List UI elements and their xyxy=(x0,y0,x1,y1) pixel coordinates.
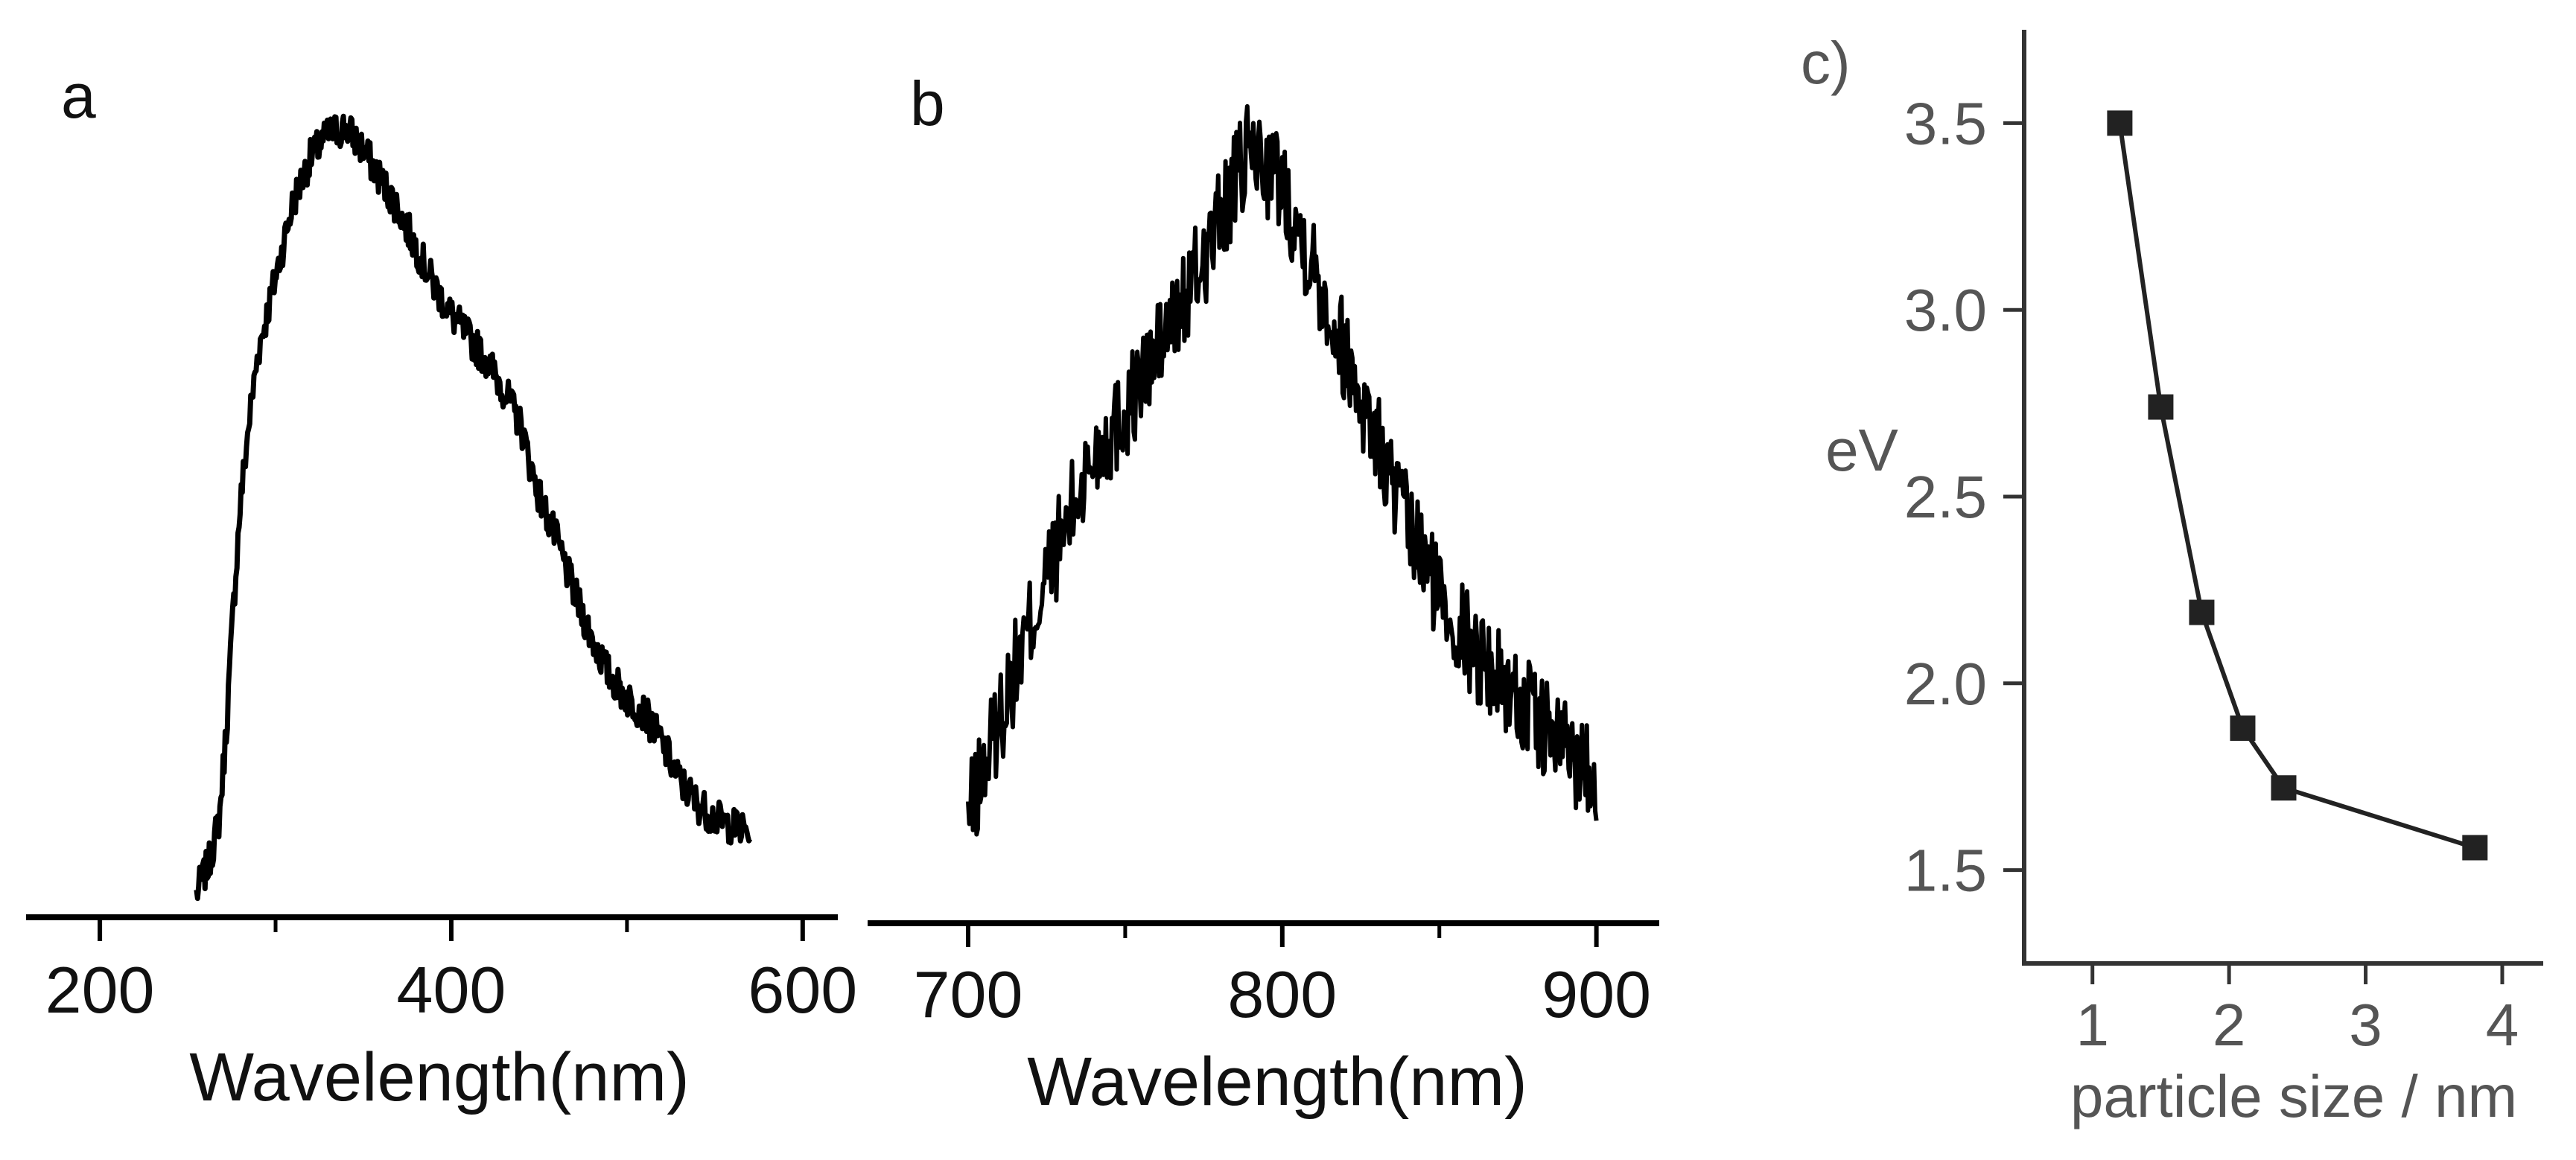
panel-c-series-line xyxy=(2117,122,2476,850)
panel-a-label: a xyxy=(61,61,96,131)
panel-c-x-tick-label-2: 2 xyxy=(2213,992,2246,1058)
panel-b-x-tick-label-800: 800 xyxy=(1227,957,1337,1031)
panel-c-y-axis-title: eV xyxy=(1825,417,1898,483)
panel-c-data-point-0 xyxy=(2107,110,2133,136)
panel-c-x-tick-label-1: 1 xyxy=(2076,992,2109,1058)
panel-b-x-axis-title: Wavelength(nm) xyxy=(1027,1044,1527,1120)
panel-a-spectrum-line xyxy=(194,113,753,902)
panel-a-x-tick-label-200: 200 xyxy=(45,953,155,1027)
panel-a-x-tick-label-400: 400 xyxy=(397,953,506,1027)
panel-c-data-point-2 xyxy=(2189,599,2215,625)
panel-c-data-point-4 xyxy=(2271,775,2297,801)
panel-a-x-axis-title: Wavelength(nm) xyxy=(189,1039,690,1115)
panel-c-x-tick-label-3: 3 xyxy=(2349,992,2382,1058)
panel-c-y-tick-label-2.0: 2.0 xyxy=(1904,651,1987,717)
panel-b-x-tick-label-900: 900 xyxy=(1542,957,1651,1031)
panel-b: b 700 800 900 Wavelength(nm) xyxy=(868,68,1659,1120)
panel-b-spectrum-line xyxy=(966,103,1599,837)
panel-c: c) 1.5 2.0 2.5 3.0 3.5 1 2 3 4 eV partic… xyxy=(1801,30,2543,1129)
panel-c-y-tick-label-3.0: 3.0 xyxy=(1904,277,1987,343)
panel-b-x-tick-label-700: 700 xyxy=(914,957,1023,1031)
panel-c-data-point-1 xyxy=(2148,394,2174,420)
panel-c-data-point-3 xyxy=(2230,715,2256,741)
panel-c-markers xyxy=(2107,110,2488,861)
panel-a-x-tick-label-600: 600 xyxy=(748,953,857,1027)
panel-c-y-tick-label-1.5: 1.5 xyxy=(1904,838,1987,904)
panel-c-x-axis-title: particle size / nm xyxy=(2070,1063,2517,1129)
panel-c-y-tick-label-2.5: 2.5 xyxy=(1904,464,1987,530)
panel-b-label: b xyxy=(910,68,945,138)
panel-a: a 200 400 600 Wavelength(nm) xyxy=(26,61,857,1115)
panel-c-label: c) xyxy=(1801,30,1851,96)
panel-c-data-point-5 xyxy=(2462,835,2488,861)
panel-c-y-tick-label-3.5: 3.5 xyxy=(1904,90,1987,156)
panel-c-x-tick-label-4: 4 xyxy=(2486,992,2519,1058)
